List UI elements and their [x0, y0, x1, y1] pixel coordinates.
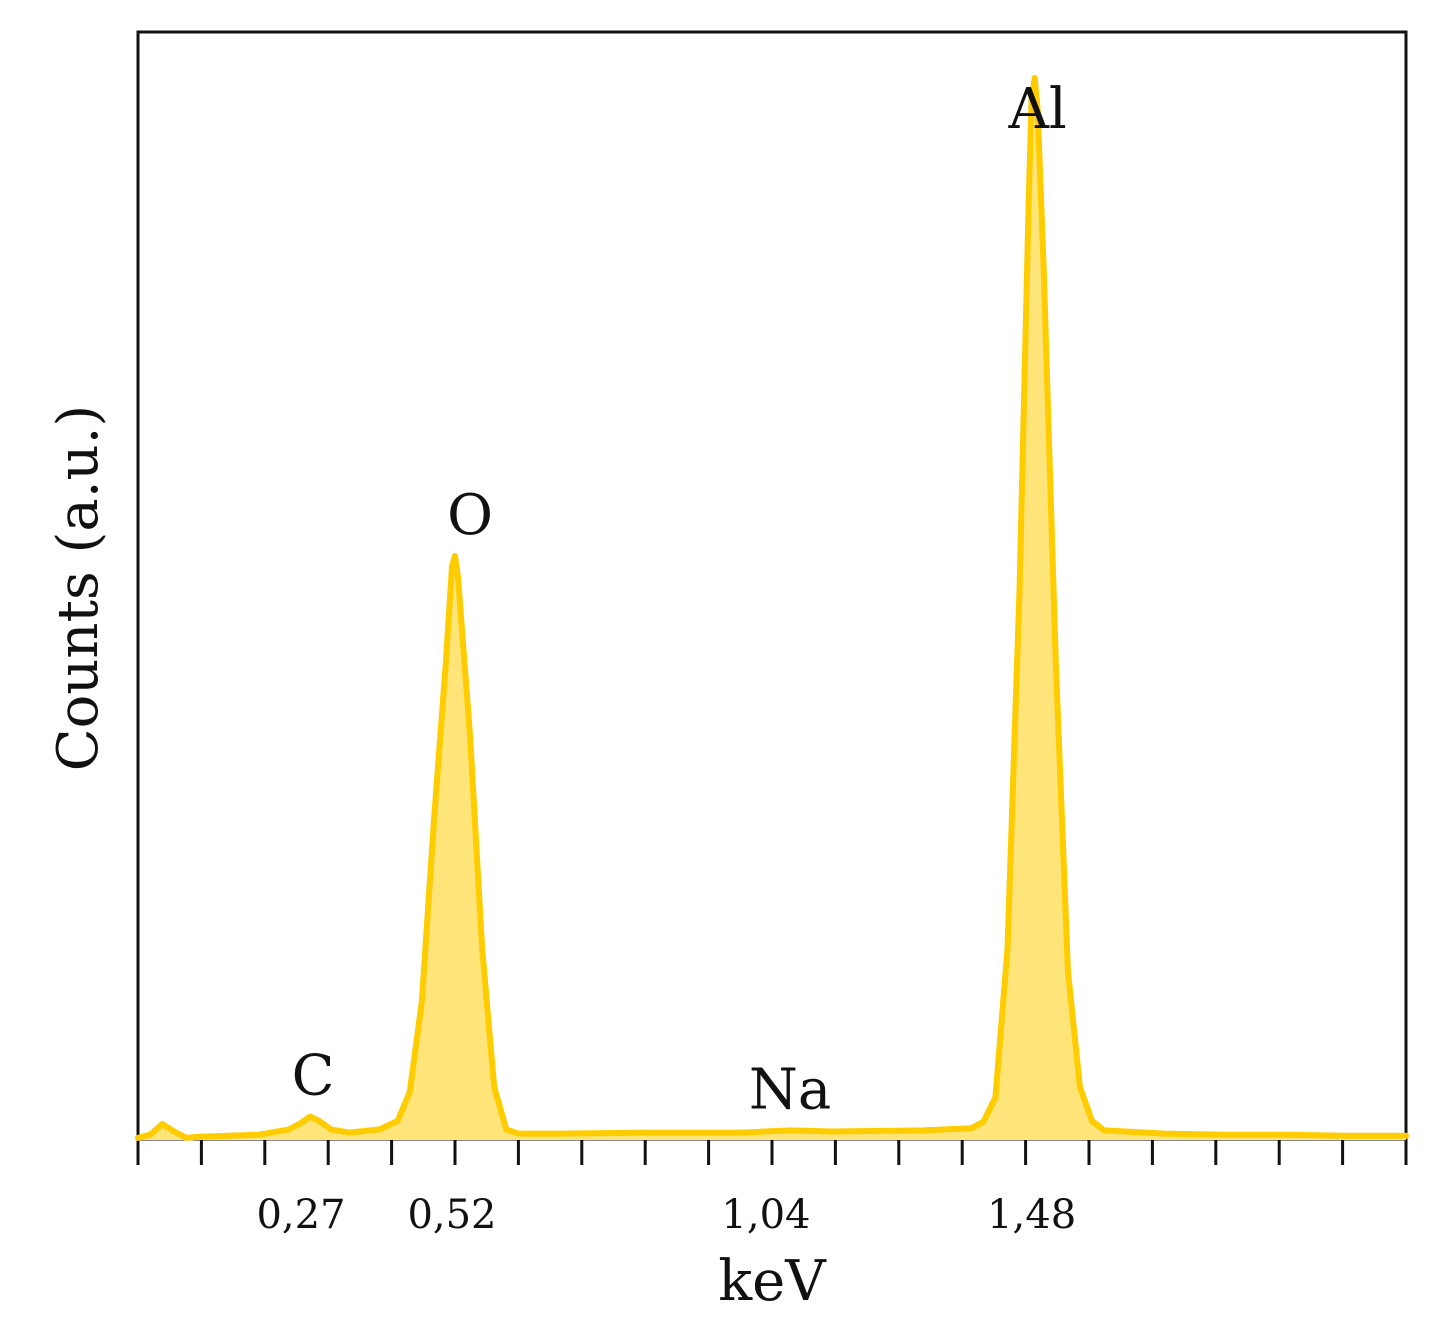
x-axis-title: keV: [718, 1249, 827, 1314]
x-tick-label-1: 0,52: [407, 1192, 496, 1238]
peak-labels: C O Na Al: [292, 77, 1067, 1122]
peak-label-c: C: [292, 1044, 335, 1109]
plot-frame: [136, 30, 1408, 1141]
spectrum-line: [135, 75, 1409, 1141]
peak-label-o: O: [447, 483, 493, 548]
x-tick-label-0: 0,27: [256, 1192, 345, 1238]
y-axis-title: Counts (a.u.): [46, 405, 111, 772]
x-tick-label-2: 1,04: [721, 1192, 810, 1238]
peak-label-na: Na: [749, 1057, 831, 1122]
x-axis-tick-labels: 0,27 0,52 1,04 1,48: [256, 1192, 1076, 1238]
peak-label-al: Al: [1007, 77, 1066, 142]
spectrum-area: [138, 78, 1406, 1140]
x-axis-ticks: [136, 1139, 1408, 1165]
x-tick-label-3: 1,48: [987, 1192, 1076, 1238]
